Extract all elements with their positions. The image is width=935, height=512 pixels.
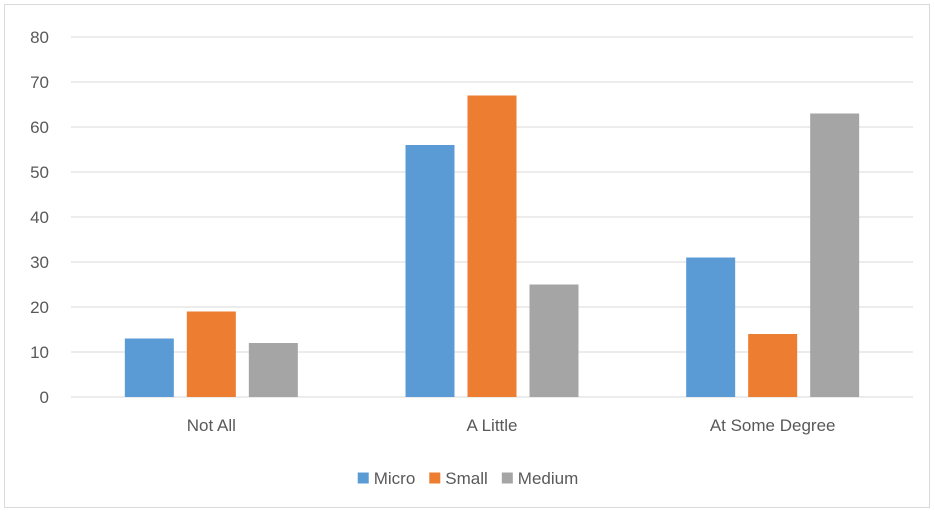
bar-small-0 xyxy=(186,311,236,397)
y-tick-label: 50 xyxy=(30,163,49,182)
bar-micro-2 xyxy=(686,257,736,397)
legend-label-medium: Medium xyxy=(518,469,578,488)
y-tick-label: 0 xyxy=(40,388,49,407)
y-tick-label: 60 xyxy=(30,118,49,137)
legend-swatch-medium xyxy=(501,472,513,484)
legend: Micro Small Medium xyxy=(357,469,578,488)
bar-chart: 0 10 20 30 40 50 60 70 80 Not All A Little At Some… xyxy=(30,28,913,488)
y-tick-label: 10 xyxy=(30,343,49,362)
legend-swatch-micro xyxy=(357,472,369,484)
bar-micro-0 xyxy=(124,338,174,397)
bar-medium-2 xyxy=(810,113,860,397)
x-axis-ticks: Not All A Little At Some Degree xyxy=(187,416,836,435)
y-tick-label: 30 xyxy=(30,253,49,272)
y-tick-label: 40 xyxy=(30,208,49,227)
x-tick-label: At Some Degree xyxy=(710,416,836,435)
bar-small-1 xyxy=(467,95,517,397)
legend-label-micro: Micro xyxy=(374,469,416,488)
legend-swatch-small xyxy=(429,472,441,484)
y-tick-label: 20 xyxy=(30,298,49,317)
bar-micro-1 xyxy=(405,145,455,397)
y-axis-ticks: 0 10 20 30 40 50 60 70 80 xyxy=(30,28,49,407)
bar-medium-1 xyxy=(529,284,579,397)
bar-medium-0 xyxy=(248,343,298,397)
y-tick-label: 70 xyxy=(30,73,49,92)
legend-label-small: Small xyxy=(445,469,488,488)
x-tick-label: A Little xyxy=(466,416,517,435)
chart-area: 0 10 20 30 40 50 60 70 80 Not All A Little At Some… xyxy=(4,4,930,508)
bar-small-2 xyxy=(748,334,798,397)
x-tick-label: Not All xyxy=(187,416,236,435)
bars xyxy=(124,95,860,397)
y-tick-label: 80 xyxy=(30,28,49,47)
